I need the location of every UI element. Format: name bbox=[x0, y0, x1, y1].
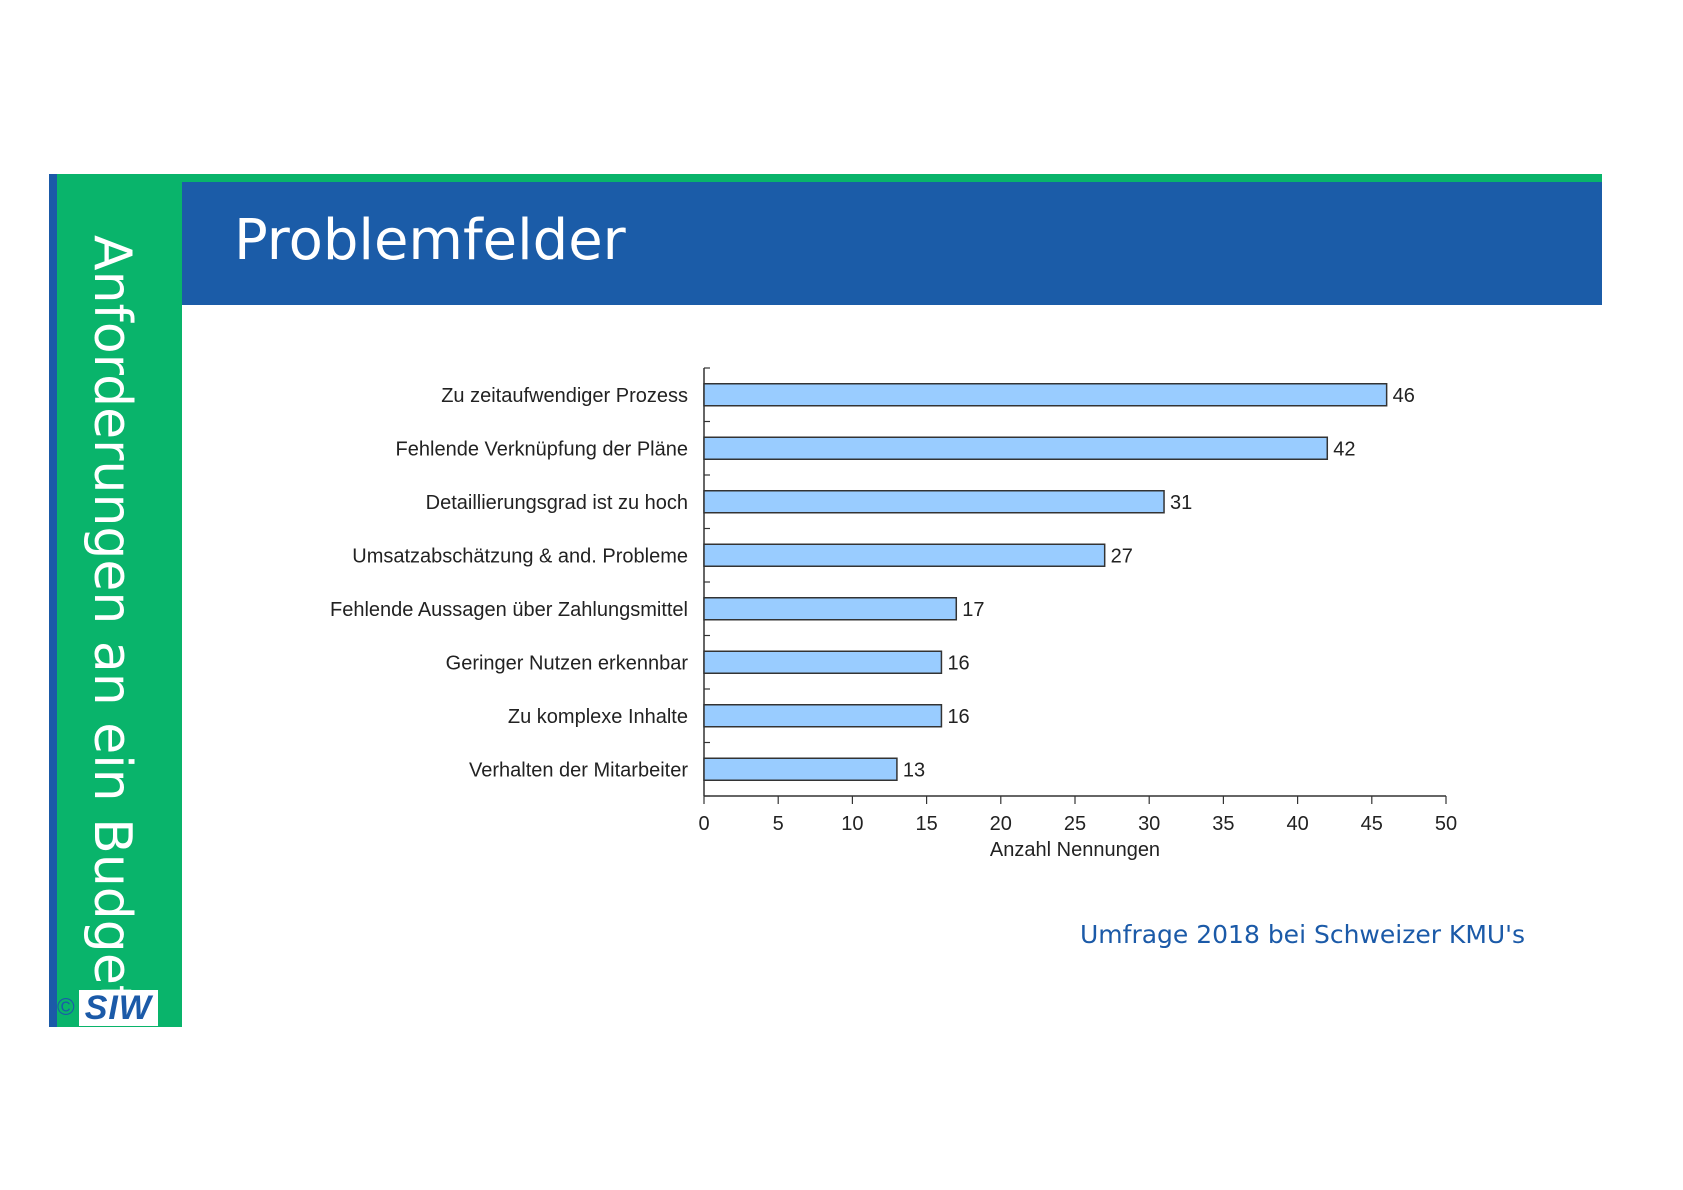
x-tick-label: 30 bbox=[1138, 813, 1160, 835]
category-label: Umsatzabschätzung & and. Probleme bbox=[352, 545, 688, 567]
x-tick-label: 50 bbox=[1435, 813, 1457, 835]
value-label: 42 bbox=[1333, 438, 1355, 460]
bar bbox=[703, 436, 1329, 460]
value-label: 31 bbox=[1170, 492, 1192, 514]
bar bbox=[703, 383, 1388, 407]
x-tick-label: 0 bbox=[698, 813, 709, 835]
sidebar-panel bbox=[49, 174, 182, 1027]
category-label: Fehlende Verknüpfung der Pläne bbox=[396, 438, 688, 460]
category-label: Zu zeitaufwendiger Prozess bbox=[441, 385, 688, 407]
value-label: 13 bbox=[903, 759, 925, 781]
bar bbox=[703, 597, 958, 621]
x-tick-label: 10 bbox=[841, 813, 863, 835]
bar bbox=[703, 490, 1165, 514]
category-label: Verhalten der Mitarbeiter bbox=[469, 759, 688, 781]
value-label: 16 bbox=[947, 652, 969, 674]
category-label: Fehlende Aussagen über Zahlungsmittel bbox=[330, 599, 688, 621]
category-label: Geringer Nutzen erkennbar bbox=[446, 652, 689, 674]
page-title: Problemfelder bbox=[234, 208, 626, 273]
x-tick-label: 15 bbox=[915, 813, 937, 835]
header-accent-line bbox=[182, 174, 1602, 182]
bar bbox=[703, 704, 943, 728]
header-bar: Problemfelder bbox=[182, 182, 1602, 305]
logo: © SIW bbox=[57, 990, 182, 1026]
value-label: 17 bbox=[962, 599, 984, 621]
bar bbox=[703, 757, 898, 781]
value-label: 46 bbox=[1393, 385, 1415, 407]
category-label: Zu komplexe Inhalte bbox=[508, 706, 688, 728]
x-tick-label: 35 bbox=[1212, 813, 1234, 835]
x-tick-label: 25 bbox=[1064, 813, 1086, 835]
value-label: 27 bbox=[1111, 545, 1133, 567]
source-note: Umfrage 2018 bei Schweizer KMU's bbox=[1080, 920, 1526, 949]
logo-text: SIW bbox=[78, 990, 158, 1026]
value-label: 16 bbox=[947, 706, 969, 728]
category-label: Detaillierungsgrad ist zu hoch bbox=[426, 492, 688, 514]
copyright-symbol: © bbox=[57, 994, 75, 1021]
x-tick-label: 40 bbox=[1286, 813, 1308, 835]
x-tick-label: 5 bbox=[773, 813, 784, 835]
bar bbox=[703, 543, 1106, 567]
bar bbox=[703, 650, 943, 674]
x-tick-label: 20 bbox=[990, 813, 1012, 835]
sidebar-title: Anforderungen an ein Budget bbox=[82, 235, 142, 1006]
x-tick-label: 45 bbox=[1361, 813, 1383, 835]
x-axis-label: Anzahl Nennungen bbox=[990, 839, 1160, 861]
